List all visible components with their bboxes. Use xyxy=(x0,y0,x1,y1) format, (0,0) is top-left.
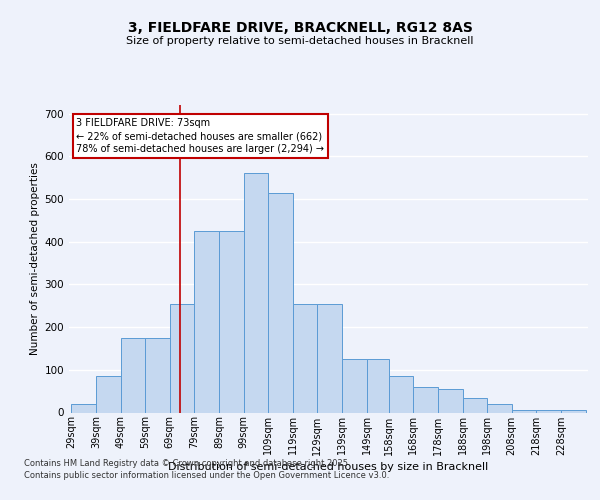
Bar xyxy=(96,376,121,412)
Bar xyxy=(512,410,536,412)
Bar xyxy=(244,174,268,412)
Bar xyxy=(463,398,487,412)
Bar xyxy=(342,359,367,412)
Bar xyxy=(268,192,293,412)
Text: 3, FIELDFARE DRIVE, BRACKNELL, RG12 8AS: 3, FIELDFARE DRIVE, BRACKNELL, RG12 8AS xyxy=(128,20,472,34)
Bar xyxy=(121,338,145,412)
Bar xyxy=(561,410,586,412)
Text: Contains HM Land Registry data © Crown copyright and database right 2025.: Contains HM Land Registry data © Crown c… xyxy=(24,460,350,468)
Bar xyxy=(536,410,561,412)
Bar xyxy=(293,304,317,412)
Bar xyxy=(145,338,170,412)
Bar xyxy=(367,359,389,412)
Bar xyxy=(487,404,512,412)
Bar xyxy=(317,304,342,412)
Text: 3 FIELDFARE DRIVE: 73sqm
← 22% of semi-detached houses are smaller (662)
78% of : 3 FIELDFARE DRIVE: 73sqm ← 22% of semi-d… xyxy=(76,118,325,154)
Text: Size of property relative to semi-detached houses in Bracknell: Size of property relative to semi-detach… xyxy=(126,36,474,46)
Bar xyxy=(194,231,219,412)
Bar xyxy=(71,404,96,412)
Bar xyxy=(438,389,463,412)
Bar xyxy=(413,387,438,412)
Bar xyxy=(389,376,413,412)
X-axis label: Distribution of semi-detached houses by size in Bracknell: Distribution of semi-detached houses by … xyxy=(169,462,488,471)
Bar xyxy=(170,304,194,412)
Bar xyxy=(219,231,244,412)
Text: Contains public sector information licensed under the Open Government Licence v3: Contains public sector information licen… xyxy=(24,470,389,480)
Y-axis label: Number of semi-detached properties: Number of semi-detached properties xyxy=(31,162,40,355)
